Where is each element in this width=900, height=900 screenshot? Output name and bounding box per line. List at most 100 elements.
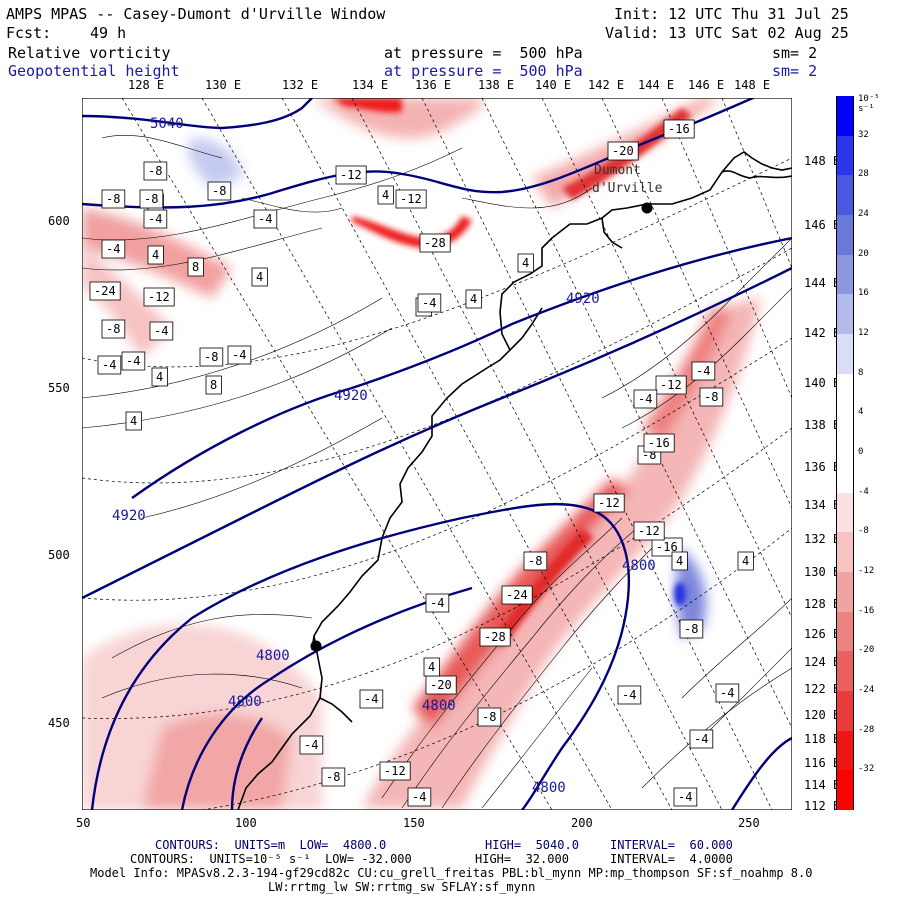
svg-text:4: 4 (152, 248, 159, 262)
colorbar-tick-label: 16 (858, 288, 869, 299)
svg-text:-4: -4 (258, 212, 272, 226)
svg-text:-24: -24 (94, 284, 116, 298)
vorticity-box-label: 4 (377, 185, 394, 205)
svg-text:-4: -4 (232, 348, 246, 362)
top-lon-label: 128 E (128, 78, 165, 92)
top-lon-label: 136 E (415, 78, 452, 92)
colorbar-swatch (836, 730, 854, 771)
vorticity-box-label: -4 (425, 593, 450, 613)
svg-text:-4: -4 (106, 242, 120, 256)
height-label: 5040 (150, 116, 184, 132)
field1-level: at pressure = 500 hPa (384, 44, 583, 62)
svg-text:4: 4 (676, 554, 683, 568)
vorticity-box-label: -8 (321, 767, 346, 787)
svg-text:-8: -8 (326, 770, 340, 784)
vorticity-box-label: -4 (253, 209, 278, 229)
dumont-durville-marker (641, 202, 653, 214)
colorbar (836, 96, 854, 811)
vorticity-box-label: -4 (633, 389, 658, 409)
svg-text:-8: -8 (482, 710, 496, 724)
vorticity-box-label: -24 (501, 585, 533, 605)
svg-text:-4: -4 (678, 790, 692, 804)
height-label: 4920 (112, 508, 146, 524)
right-lon-label: 122 E (804, 682, 841, 696)
right-lon-label: 148 E (804, 154, 841, 168)
vorticity-box-label: -4 (407, 787, 432, 807)
left-axis-label: 550 (48, 381, 70, 395)
vorticity-box-label: -4 (121, 351, 146, 371)
colorbar-swatch (836, 175, 854, 216)
bottom-axis-label: 200 (571, 816, 593, 830)
svg-text:4: 4 (742, 554, 749, 568)
svg-text:-4: -4 (364, 692, 378, 706)
vorticity-box-label: 8 (205, 375, 222, 395)
colorbar-swatch (836, 572, 854, 613)
vorticity-box-label: -12 (143, 287, 175, 307)
vorticity-box-label: 4 (147, 245, 164, 265)
right-lon-label: 146 E (804, 218, 841, 232)
vorticity-box-label: -4 (673, 787, 698, 807)
svg-text:-4: -4 (412, 790, 426, 804)
svg-text:-12: -12 (148, 290, 170, 304)
vorticity-box-label: -12 (335, 165, 367, 185)
footer-vort-high: HIGH= 32.000 (475, 852, 569, 866)
svg-text:-16: -16 (668, 122, 690, 136)
top-lon-label: 140 E (535, 78, 572, 92)
vorticity-box-label: 4 (671, 551, 688, 571)
colorbar-swatch (836, 532, 854, 573)
svg-text:-12: -12 (400, 192, 422, 206)
vorticity-box-label: -4 (691, 361, 716, 381)
field2-name: Geopotential height (8, 62, 180, 80)
vorticity-box-label: -4 (149, 321, 174, 341)
svg-text:4: 4 (522, 256, 529, 270)
colorbar-tick-label: 28 (858, 169, 869, 180)
svg-text:-20: -20 (430, 678, 452, 692)
footer-height-low: CONTOURS: UNITS=m LOW= 4800.0 (155, 838, 387, 852)
colorbar-tick-label: 8 (858, 367, 864, 378)
svg-text:-4: -4 (422, 296, 436, 310)
colorbar-swatch (836, 770, 854, 811)
footer-model-info: Model Info: MPASv8.2.3-194-gf29cd82c CU:… (90, 866, 813, 880)
svg-text:-8: -8 (106, 192, 120, 206)
height-labels: 5040 4920 4920 4920 4800 4800 4800 4800 … (112, 116, 656, 796)
colorbar-swatch (836, 215, 854, 256)
colorbar-tick-label: -4 (858, 486, 869, 497)
svg-text:-4: -4 (102, 358, 116, 372)
svg-text:-24: -24 (506, 588, 528, 602)
left-axis-label: 500 (48, 548, 70, 562)
field2-level: at pressure = 500 hPa (384, 62, 583, 80)
left-axis-label: 450 (48, 716, 70, 730)
right-lon-label: 120 E (804, 708, 841, 722)
vorticity-box-label: -12 (655, 375, 687, 395)
svg-text:-20: -20 (612, 144, 634, 158)
svg-text:-8: -8 (684, 622, 698, 636)
svg-text:-12: -12 (384, 764, 406, 778)
svg-text:4: 4 (382, 188, 389, 202)
place-label-dumont: Dumont (594, 163, 641, 178)
svg-text:8: 8 (192, 260, 199, 274)
height-label: 4800 (228, 694, 262, 710)
vorticity-box-label: -28 (479, 627, 511, 647)
vorticity-box-label: -8 (139, 189, 164, 209)
colorbar-tick-label: -16 (858, 605, 875, 616)
colorbar-tick-label: 12 (858, 328, 869, 338)
top-lon-label: 146 E (688, 78, 725, 92)
svg-text:8: 8 (210, 378, 217, 392)
vorticity-box-label: -20 (425, 675, 457, 695)
right-lon-label: 142 E (804, 326, 841, 340)
casey-marker (310, 640, 322, 652)
svg-text:-12: -12 (598, 496, 620, 510)
vorticity-box-label: -8 (101, 319, 126, 339)
vorticity-box-label: -4 (689, 729, 714, 749)
vorticity-box-label: -16 (663, 119, 695, 139)
init-time: Init: 12 UTC Thu 31 Jul 25 (614, 5, 849, 23)
height-label: 4800 (532, 780, 566, 796)
svg-text:4: 4 (130, 414, 137, 428)
colorbar-swatch (836, 373, 854, 414)
svg-text:-8: -8 (528, 554, 542, 568)
vorticity-box-label: -4 (97, 355, 122, 375)
svg-text:-4: -4 (720, 686, 734, 700)
svg-text:-4: -4 (696, 364, 710, 378)
colorbar-swatch (836, 294, 854, 335)
vorticity-contours (82, 135, 792, 809)
